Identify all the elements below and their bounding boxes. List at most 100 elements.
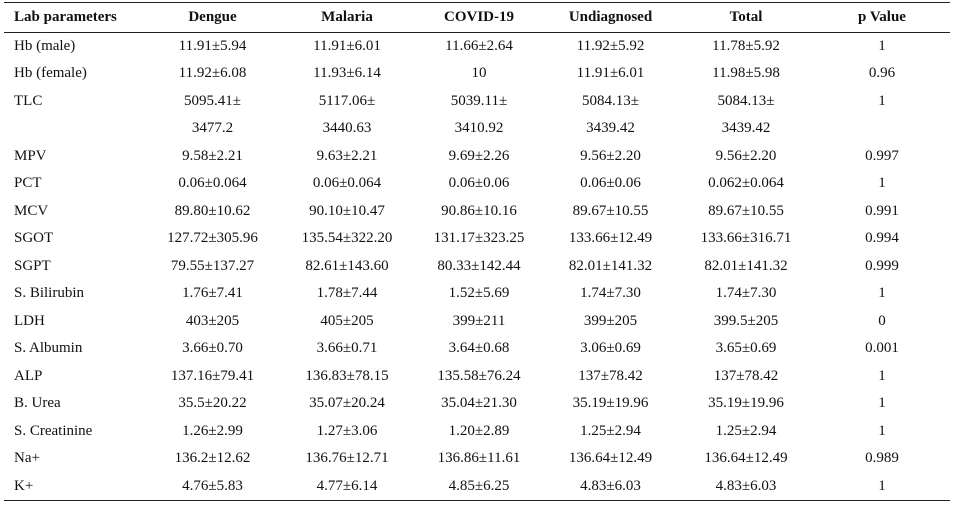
cell-malaria: 0.06±0.064 [312,175,382,192]
cell-parameter: Hb (male) [14,38,76,54]
cell-total: 3439.42 [721,120,771,137]
cell-parameter: PCT [14,175,42,192]
cell-malaria: 135.54±322.20 [301,230,393,247]
cell-malaria: 11.91±6.01 [313,38,381,54]
cell-covid-19: 5039.11± [450,92,508,109]
cell-covid-19: 3410.92 [454,120,504,137]
table-row: K+ 4.76±5.83 4.77±6.14 4.85±6.25 4.83±6.03 4.… [4,472,950,501]
cell-parameter: MPV [14,147,47,164]
cell-dengue: 1.76±7.41 [182,285,243,302]
cell-total: 0.062±0.064 [708,175,784,192]
cell-p-value: 0.999 [865,257,899,274]
table-row: S. Albumin 3.66±0.70 3.66±0.71 3.64±0.68 3.0… [4,335,950,363]
cell-parameter: SGPT [14,257,51,274]
cell-malaria: 90.10±10.47 [309,202,385,219]
cell-malaria: 82.61±143.60 [305,257,389,274]
cell-p-value: 0.994 [865,230,899,247]
cell-p-value [814,115,950,143]
cell-parameter: K+ [4,472,146,501]
cell-covid-19: 4.85±6.25 [415,472,543,501]
cell-parameter: MCV [14,202,49,219]
cell-total: 136.64±12.49 [704,450,788,467]
cell-undiagnosed: 3.06±0.69 [580,340,641,357]
table-row: Hb (female) 11.92±6.08 11.93±6.14 10 11.91±6… [4,60,950,88]
cell-total: 5084.13± [717,92,775,109]
cell-total: 133.66±316.71 [700,230,792,247]
cell-undiagnosed: 82.01±141.32 [568,257,653,274]
cell-parameter: Hb (female) [14,65,87,82]
cell-malaria: 4.77±6.14 [279,472,415,501]
cell-total: 11.78±5.92 [712,38,780,54]
cell-malaria: 1.27±3.06 [316,422,378,439]
cell-parameter: ALP [14,367,43,384]
cell-parameter: S. Albumin [14,340,83,357]
cell-malaria: 35.07±20.24 [309,395,385,412]
cell-covid-19: 136.86±11.61 [437,450,521,467]
header-total: Total [678,2,814,33]
cell-p-value: 0 [878,312,886,329]
cell-dengue: 11.92±6.08 [178,65,247,82]
table-row: S. Bilirubin 1.76±7.41 1.78±7.44 1.52±5.69 1… [4,280,950,308]
cell-parameter: SGOT [14,230,54,247]
header-dengue: Dengue [146,2,279,33]
cell-total: 1.25±2.94 [715,422,777,439]
cell-undiagnosed: 89.67±10.55 [572,202,649,219]
cell-undiagnosed: 136.64±12.49 [568,450,653,467]
cell-malaria: 3.66±0.71 [316,340,378,357]
cell-p-value: 0.989 [865,450,899,467]
cell-covid-19: 135.58±76.24 [437,367,521,384]
cell-parameter: LDH [14,312,45,329]
cell-covid-19: 35.04±21.30 [441,395,517,412]
header-row: Lab parameters Dengue Malaria COVID-19 U… [4,2,950,33]
cell-covid-19: 3.64±0.68 [448,340,510,357]
cell-parameter: S. Creatinine [14,422,93,439]
cell-total: 9.56±2.20 [715,147,777,164]
cell-malaria: 9.63±2.21 [316,147,378,164]
cell-malaria: 1.78±7.44 [316,285,378,302]
header-covid-19: COVID-19 [415,2,543,33]
cell-covid-19: 80.33±142.44 [437,257,521,274]
cell-dengue: 0.06±0.064 [178,175,247,192]
cell-dengue: 35.5±20.22 [178,395,247,412]
table-row: PCT 0.06±0.064 0.06±0.064 0.06±0.06 0.06±0.0… [4,170,950,198]
cell-total: 35.19±19.96 [708,395,784,412]
cell-dengue: 89.80±10.62 [174,202,251,219]
cell-dengue: 3477.2 [191,120,234,137]
cell-dengue: 1.26±2.99 [182,422,243,439]
cell-total: 1.74±7.30 [715,285,777,302]
cell-p-value: 1 [878,395,886,412]
table-row: SGPT 79.55±137.27 82.61±143.60 80.33±142.44… [4,253,950,281]
cell-undiagnosed: 11.92±5.92 [576,38,645,54]
cell-undiagnosed: 5084.13± [582,92,639,109]
cell-undiagnosed: 11.91±6.01 [576,65,645,82]
cell-covid-19: 131.17±323.25 [433,230,525,247]
cell-total: 11.98±5.98 [712,65,780,82]
cell-parameter: TLC [14,92,43,109]
cell-undiagnosed: 137±78.42 [578,367,643,384]
table-row: S. Creatinine 1.26±2.99 1.27±3.06 1.20±2.89… [4,418,950,446]
cell-p-value: 1 [878,422,886,439]
header-malaria: Malaria [279,2,415,33]
header-p-value: p Value [814,2,950,33]
cell-covid-19: 90.86±10.16 [441,202,517,219]
cell-p-value: 1 [878,367,886,384]
header-lab-parameters: Lab parameters [4,2,146,33]
cell-covid-19: 10 [471,65,487,82]
table-header: Lab parameters Dengue Malaria COVID-19 U… [4,2,950,33]
table-body: Hb (male) 11.91±5.94 11.91±6.01 11.66±2.64 1… [4,33,950,501]
cell-malaria: 5117.06± [318,92,376,109]
cell-p-value: 1 [878,285,886,302]
cell-p-value: 1 [878,175,886,192]
cell-undiagnosed: 9.56±2.20 [580,147,641,164]
cell-undiagnosed: 3439.42 [586,120,635,137]
cell-p-value: 1 [878,38,886,54]
cell-total: 3.65±0.69 [715,340,777,357]
cell-total: 137±78.42 [713,367,779,384]
cell-total: 89.67±10.55 [708,202,784,219]
cell-parameter [4,115,146,143]
table-row: MCV 89.80±10.62 90.10±10.47 90.86±10.16 89.6… [4,198,950,226]
cell-malaria: 136.83±78.15 [305,367,389,384]
cell-dengue: 11.91±5.94 [178,38,247,54]
cell-parameter: B. Urea [14,395,61,412]
cell-parameter: S. Bilirubin [14,285,85,302]
